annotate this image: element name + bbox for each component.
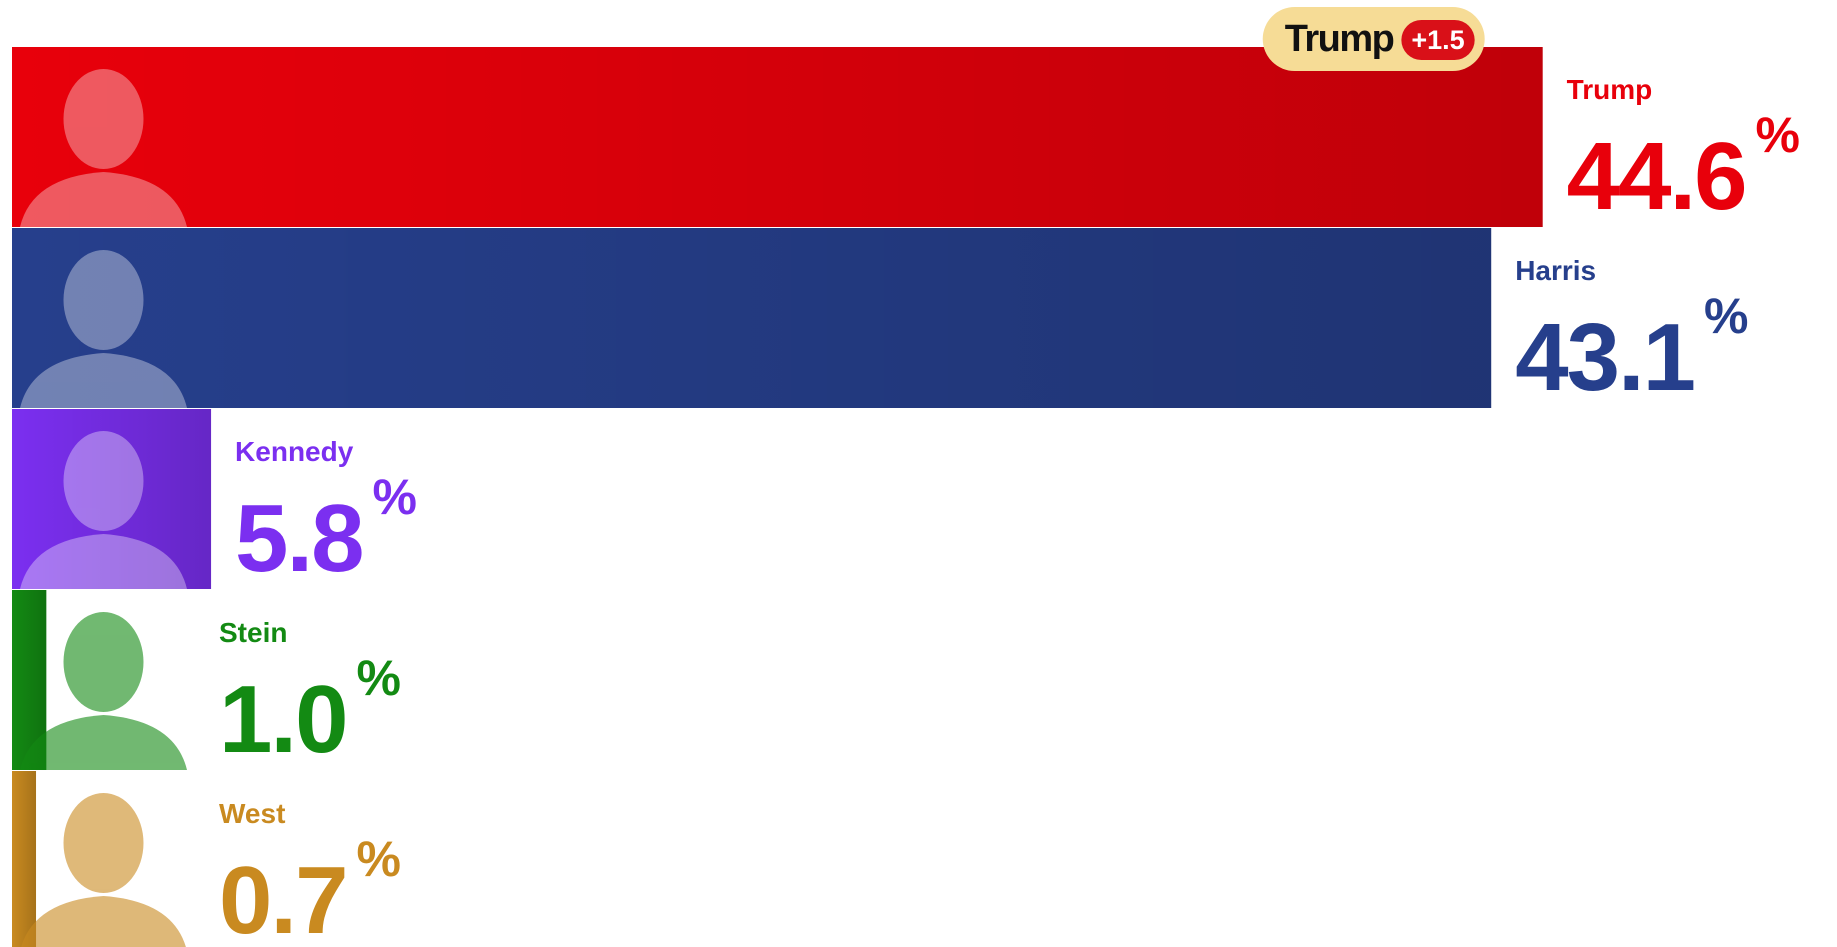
- portrait-head: [63, 431, 144, 531]
- portrait-head: [63, 250, 144, 350]
- value-label: 5.8: [235, 485, 362, 592]
- value-label: 44.6: [1567, 123, 1746, 230]
- value-unit: %: [356, 650, 400, 706]
- value-label: 43.1: [1515, 304, 1694, 411]
- portrait: [20, 612, 187, 770]
- portrait: [20, 69, 187, 227]
- portrait-body: [21, 896, 186, 947]
- value-label: 0.7: [219, 847, 346, 947]
- portrait-body: [20, 715, 187, 770]
- portrait-body: [20, 172, 187, 227]
- portrait: [20, 250, 187, 408]
- bar-shade: [12, 47, 1543, 227]
- candidate-name: West: [219, 798, 285, 829]
- portrait-head: [63, 69, 144, 169]
- bar-shade: [12, 228, 1492, 408]
- value-unit: %: [1704, 288, 1748, 344]
- candidate-name: Harris: [1515, 255, 1596, 286]
- lead-margin: +1.5: [1411, 25, 1464, 55]
- lead-badge: Trump +1.5: [1262, 7, 1485, 71]
- portrait: [21, 793, 186, 947]
- portrait-body: [20, 353, 187, 408]
- portrait-head: [63, 612, 144, 712]
- portrait-body: [20, 534, 187, 589]
- portrait: [20, 431, 187, 589]
- value-label: 1.0: [219, 666, 346, 773]
- value-unit: %: [356, 831, 400, 887]
- candidate-name: Kennedy: [235, 436, 354, 467]
- bar-shade: [12, 771, 37, 947]
- value-unit: %: [1756, 107, 1800, 163]
- lead-margin-bg: [1401, 20, 1475, 60]
- value-unit: %: [373, 469, 417, 525]
- portrait-head: [63, 793, 144, 893]
- bar-shade: [12, 409, 212, 589]
- lead-name: Trump: [1285, 18, 1394, 60]
- candidate-name: Trump: [1567, 74, 1653, 105]
- candidate-name: Stein: [219, 617, 287, 648]
